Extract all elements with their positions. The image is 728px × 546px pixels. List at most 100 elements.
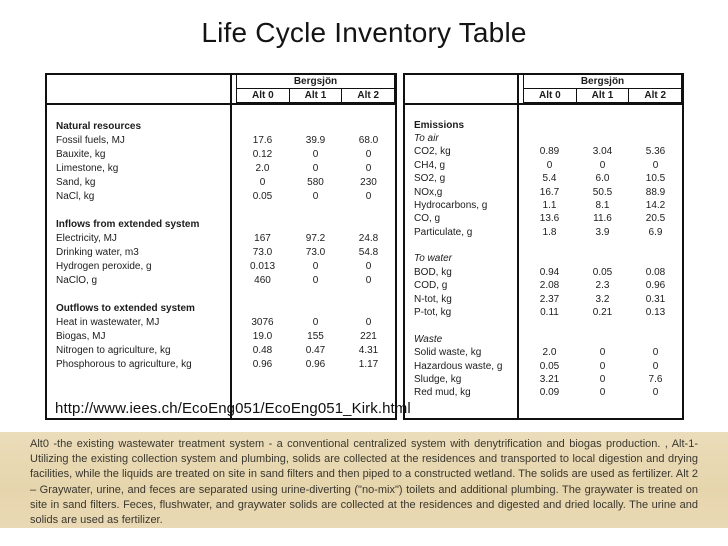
source-url[interactable]: http://www.iees.ch/EcoEng051/EcoEng051_K… [55, 400, 411, 417]
row-label: Sand, kg [56, 176, 96, 188]
value-cell: 167 [254, 232, 271, 244]
value-cell: 3.21 [539, 374, 560, 385]
table-row: NOx,g 16.7 50.5 88.9 [405, 185, 682, 198]
value-cell: 19.0 [252, 330, 273, 342]
row-label: NaCl, kg [56, 190, 95, 202]
row-label: Hydrogen peroxide, g [56, 260, 152, 272]
value-cell: 0 [259, 176, 266, 188]
table-row: Hydrogen peroxide, g 0.013 0 0 [47, 259, 395, 273]
column-header-cell: Alt 2 [357, 90, 380, 101]
row-label: To water [414, 253, 452, 265]
table-row: Sand, kg 0 580 230 [47, 175, 395, 189]
value-cell: 0 [365, 260, 372, 272]
table-spacer-row [47, 105, 395, 119]
value-cell: 0 [652, 347, 659, 359]
table-row: Natural resources [47, 119, 395, 133]
row-label: Nitrogen to agriculture, kg [56, 344, 171, 356]
value-cell: 1.1 [542, 199, 557, 211]
row-label: Limestone, kg [56, 162, 119, 174]
value-cell: 0.05 [592, 266, 613, 278]
column-header-cell: Alt 0 [524, 89, 577, 102]
value-cell: 580 [307, 176, 324, 188]
value-cell: 0 [599, 347, 606, 359]
value-cell: 221 [360, 330, 377, 342]
table-row: Biogas, MJ 19.0 155 221 [47, 329, 395, 343]
value-cell: 0 [312, 260, 319, 272]
value-cell: 6.0 [595, 173, 610, 185]
table-spacer-row [47, 287, 395, 301]
value-cell: 73.0 [305, 246, 326, 258]
value-cell: 0 [312, 316, 319, 328]
value-cell: 13.6 [539, 213, 560, 225]
column-header-cell: Alt 0 [237, 89, 290, 102]
value-cell: 0 [652, 387, 659, 399]
value-cell: 0 [365, 162, 372, 174]
value-cell: 0.013 [249, 260, 276, 272]
vertical-divider-line [230, 75, 232, 418]
value-cell: 0 [599, 360, 606, 372]
value-cell: 16.7 [539, 186, 560, 198]
value-cell: 0.21 [592, 307, 613, 319]
row-label: Drinking water, m3 [56, 246, 139, 258]
column-header-cell: Alt 1 [290, 89, 343, 102]
value-cell: 155 [307, 330, 324, 342]
value-cell: 0.13 [645, 307, 666, 319]
column-headers-row: Alt 0 Alt 1 Alt 2 [524, 89, 681, 102]
row-label: Solid waste, kg [414, 347, 482, 359]
value-cell: 0.08 [645, 266, 666, 278]
table-spacer-row [405, 105, 682, 118]
value-cell: 0.94 [539, 266, 560, 278]
row-label: Heat in wastewater, MJ [56, 316, 160, 328]
value-cell: 0 [599, 387, 606, 399]
row-label: CO, g [414, 213, 441, 225]
table-spacer-row [405, 319, 682, 332]
table-row: SO2, g 5.4 6.0 10.5 [405, 172, 682, 185]
header-separator-line [405, 103, 682, 105]
value-cell: 3076 [251, 316, 274, 328]
value-cell: 6.9 [648, 226, 663, 238]
value-cell: 17.6 [252, 134, 273, 146]
row-label: BOD, kg [414, 266, 452, 278]
row-label: Particulate, g [414, 226, 473, 238]
table-row: CO, g 13.6 11.6 20.5 [405, 212, 682, 225]
table-row: Drinking water, m3 73.0 73.0 54.8 [47, 245, 395, 259]
table-row: Inflows from extended system [47, 217, 395, 231]
value-cell: 20.5 [645, 213, 666, 225]
value-cell: 0.47 [305, 344, 326, 356]
value-cell: 39.9 [305, 134, 326, 146]
table-row: Limestone, kg 2.0 0 0 [47, 161, 395, 175]
row-label: N-tot, kg [414, 293, 452, 305]
table-row: Hydrocarbons, g 1.1 8.1 14.2 [405, 199, 682, 212]
value-cell: 14.2 [645, 199, 666, 211]
value-cell: 50.5 [592, 186, 613, 198]
column-headers-row: Alt 0 Alt 1 Alt 2 [237, 89, 394, 102]
group-header-cell: Bergsjön [237, 75, 394, 89]
value-cell: 0 [365, 316, 372, 328]
row-label: SO2, g [414, 173, 446, 185]
row-label: NaClO, g [56, 274, 98, 286]
value-cell: 0 [312, 190, 319, 202]
value-cell: 1.17 [358, 358, 379, 370]
value-cell: 0 [312, 162, 319, 174]
table-spacer-row [47, 203, 395, 217]
value-cell: 0 [546, 159, 553, 171]
page-title: Life Cycle Inventory Table [201, 17, 527, 48]
row-label: Sludge, kg [414, 374, 462, 385]
value-cell: 0.12 [252, 148, 273, 160]
value-cell: 5.36 [645, 146, 666, 158]
value-cell: 0.96 [305, 358, 326, 370]
value-cell: 0 [599, 159, 606, 171]
value-cell: 88.9 [645, 186, 666, 198]
table-row: CH4, g 0 0 0 [405, 159, 682, 172]
table-row: Electricity, MJ 167 97.2 24.8 [47, 231, 395, 245]
row-label: Emissions [414, 119, 465, 131]
row-label: To air [414, 132, 439, 144]
column-header-cell: Alt 2 [644, 90, 667, 101]
table-row: N-tot, kg 2.37 3.2 0.31 [405, 292, 682, 305]
value-cell: 0.96 [252, 358, 273, 370]
value-cell: 0.96 [645, 280, 666, 292]
table-row: Heat in wastewater, MJ 3076 0 0 [47, 315, 395, 329]
group-header-cell: Bergsjön [524, 75, 681, 89]
value-cell: 0.31 [645, 293, 666, 305]
